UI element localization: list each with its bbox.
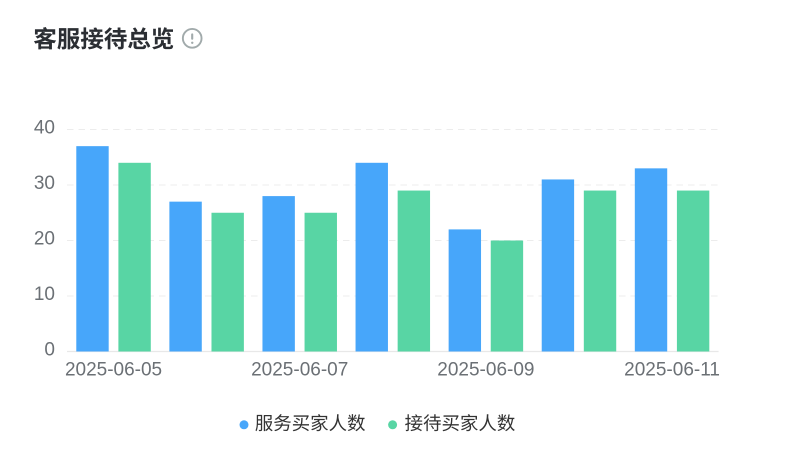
svg-text:2025-06-09: 2025-06-09 xyxy=(437,360,534,381)
svg-text:0: 0 xyxy=(44,340,55,361)
svg-text:40: 40 xyxy=(34,118,55,139)
svg-text:10: 10 xyxy=(34,284,55,305)
svg-text:2025-06-07: 2025-06-07 xyxy=(251,360,348,381)
svg-text:2025-06-11: 2025-06-11 xyxy=(624,360,720,381)
svg-text:2025-06-05: 2025-06-05 xyxy=(65,360,162,381)
svg-text:30: 30 xyxy=(34,173,55,194)
svg-text:20: 20 xyxy=(34,229,55,250)
